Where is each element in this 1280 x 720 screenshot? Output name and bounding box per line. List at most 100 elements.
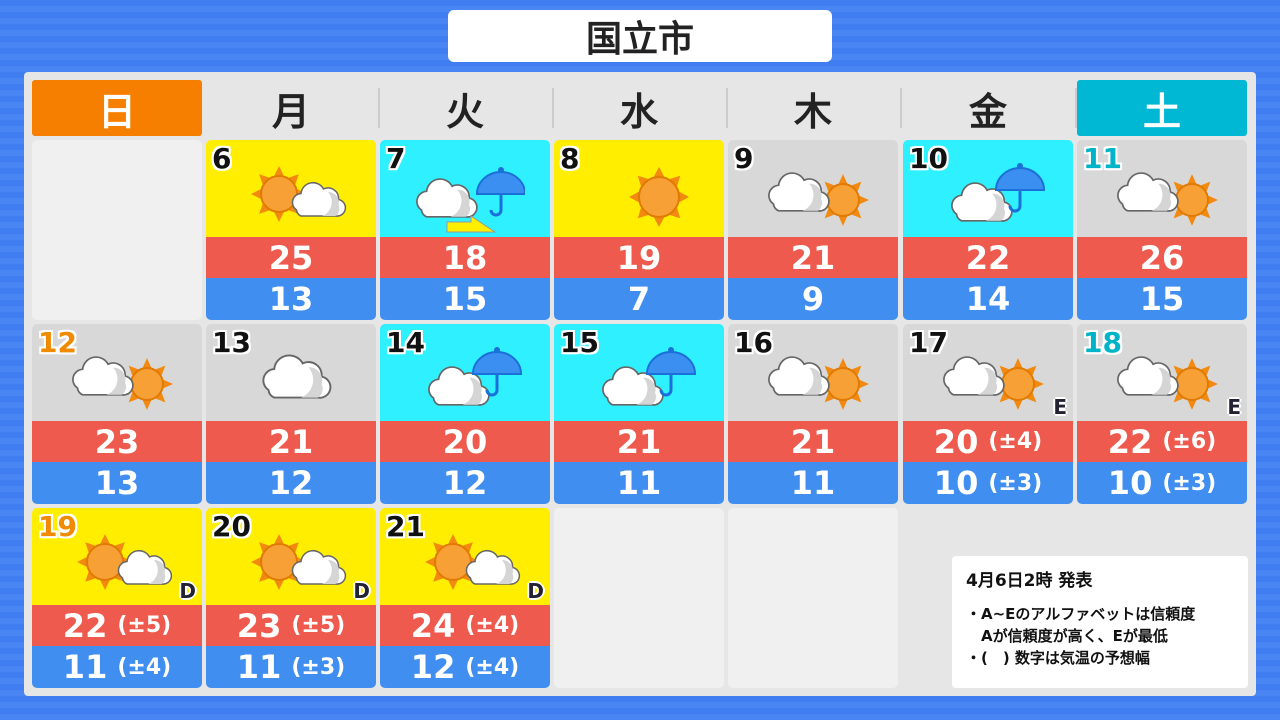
low-temp: 11 (±3)	[206, 646, 376, 688]
cloud-with-rain-icon	[602, 347, 697, 406]
low-value: 7	[627, 280, 651, 318]
divider	[552, 88, 554, 128]
day-cell[interactable]: 9 21 9	[728, 140, 898, 320]
high-value: 21	[790, 238, 836, 277]
day-cell[interactable]: 11 26 15	[1077, 140, 1247, 320]
low-temp: 12	[206, 462, 376, 504]
low-temp: 9	[728, 278, 898, 320]
day-number: 18	[1083, 326, 1122, 359]
empty-cell	[728, 508, 898, 688]
weekday-header: 日	[32, 80, 202, 136]
sun-then-cloud-icon	[251, 166, 347, 222]
cloud-then-sun-icon	[72, 356, 173, 410]
low-value: 11	[62, 648, 108, 686]
day-cell[interactable]: 17 E 20 (±4) 10 (±3)	[903, 324, 1073, 504]
high-value: 20	[933, 422, 979, 461]
cloud-then-sun-icon	[768, 356, 869, 410]
low-value: 13	[94, 464, 140, 502]
high-value: 25	[268, 238, 314, 277]
divider	[378, 88, 380, 128]
day-cell[interactable]: 13 21 12	[206, 324, 376, 504]
high-range: (±5)	[291, 613, 346, 638]
cloud-then-sun-icon	[1117, 172, 1218, 226]
low-temp: 15	[1077, 278, 1247, 320]
cloud-with-rain-icon	[428, 347, 523, 406]
low-temp: 13	[32, 462, 202, 504]
reliability-grade: D	[179, 579, 196, 603]
cloud-then-sun-icon	[1117, 356, 1218, 410]
high-temp: 24 (±4)	[380, 605, 550, 646]
low-value: 14	[965, 280, 1011, 318]
divider	[1075, 88, 1077, 128]
low-value: 15	[442, 280, 488, 318]
day-cell[interactable]: 15 21 11	[554, 324, 724, 504]
low-value: 11	[616, 464, 662, 502]
sun-icon	[629, 167, 689, 227]
high-range: (±4)	[988, 429, 1043, 454]
day-number: 14	[386, 326, 425, 359]
high-value: 20	[442, 422, 488, 461]
day-cell[interactable]: 12 23 13	[32, 324, 202, 504]
day-cell[interactable]: 18 E 22 (±6) 10 (±3)	[1077, 324, 1247, 504]
cloud-then-sun-icon	[943, 356, 1044, 410]
day-cell[interactable]: 6 25 13	[206, 140, 376, 320]
note-line: ・A~Eのアルファベットは信頼度	[966, 605, 1196, 623]
high-temp: 19	[554, 237, 724, 278]
high-value: 18	[442, 238, 488, 277]
high-temp: 18	[380, 237, 550, 278]
day-cell[interactable]: 20 D 23 (±5) 11 (±3)	[206, 508, 376, 688]
low-value: 9	[801, 280, 825, 318]
low-temp: 13	[206, 278, 376, 320]
divider	[726, 88, 728, 128]
low-value: 11	[236, 648, 282, 686]
note-box: 4月6日2時 発表 ・A~Eのアルファベットは信頼度 Aが信頼度が高く、Eが最低…	[952, 556, 1248, 688]
day-number: 16	[734, 326, 773, 359]
high-temp: 22 (±6)	[1077, 421, 1247, 462]
reliability-grade: D	[527, 579, 544, 603]
day-number: 21	[386, 510, 425, 543]
day-number: 17	[909, 326, 948, 359]
low-value: 10	[933, 464, 979, 502]
high-temp: 25	[206, 237, 376, 278]
high-value: 23	[94, 422, 140, 461]
high-temp: 23 (±5)	[206, 605, 376, 646]
cloud-with-rain-icon	[951, 163, 1046, 222]
weekday-header: 月	[271, 89, 310, 134]
high-value: 22	[1107, 422, 1153, 461]
high-value: 21	[268, 422, 314, 461]
low-value: 11	[790, 464, 836, 502]
cloud-then-sun-icon	[768, 172, 869, 226]
low-range: (±4)	[465, 654, 520, 680]
day-cell[interactable]: 7 18 15	[380, 140, 550, 320]
high-temp: 21	[728, 421, 898, 462]
weekday-header: 金	[968, 89, 1007, 134]
high-value: 21	[616, 422, 662, 461]
day-cell[interactable]: 8 19 7	[554, 140, 724, 320]
day-cell[interactable]: 14 20 12	[380, 324, 550, 504]
weekday-header: 水	[619, 89, 658, 134]
empty-cell	[32, 140, 202, 320]
day-cell[interactable]: 19 D 22 (±5) 11 (±4)	[32, 508, 202, 688]
low-value: 12	[268, 464, 314, 502]
divider	[900, 88, 902, 128]
day-cell[interactable]: 21 D 24 (±4) 12 (±4)	[380, 508, 550, 688]
reliability-grade: E	[1053, 395, 1067, 419]
note-line: ・( ) 数字は気温の予想幅	[966, 649, 1150, 667]
low-temp: 12 (±4)	[380, 646, 550, 688]
high-temp: 22 (±5)	[32, 605, 202, 646]
sun-then-cloud-icon	[77, 534, 173, 590]
day-number: 15	[560, 326, 599, 359]
low-temp: 15	[380, 278, 550, 320]
high-temp: 21	[728, 237, 898, 278]
day-cell[interactable]: 10 22 14	[903, 140, 1073, 320]
high-temp: 26	[1077, 237, 1247, 278]
high-temp: 20	[380, 421, 550, 462]
high-value: 23	[236, 606, 282, 645]
day-number: 7	[386, 142, 406, 175]
day-cell[interactable]: 16 21 11	[728, 324, 898, 504]
high-value: 26	[1139, 238, 1185, 277]
day-number: 13	[212, 326, 251, 359]
day-number: 8	[560, 142, 580, 175]
weekday-header: 火	[445, 89, 484, 134]
day-number: 20	[212, 510, 251, 543]
